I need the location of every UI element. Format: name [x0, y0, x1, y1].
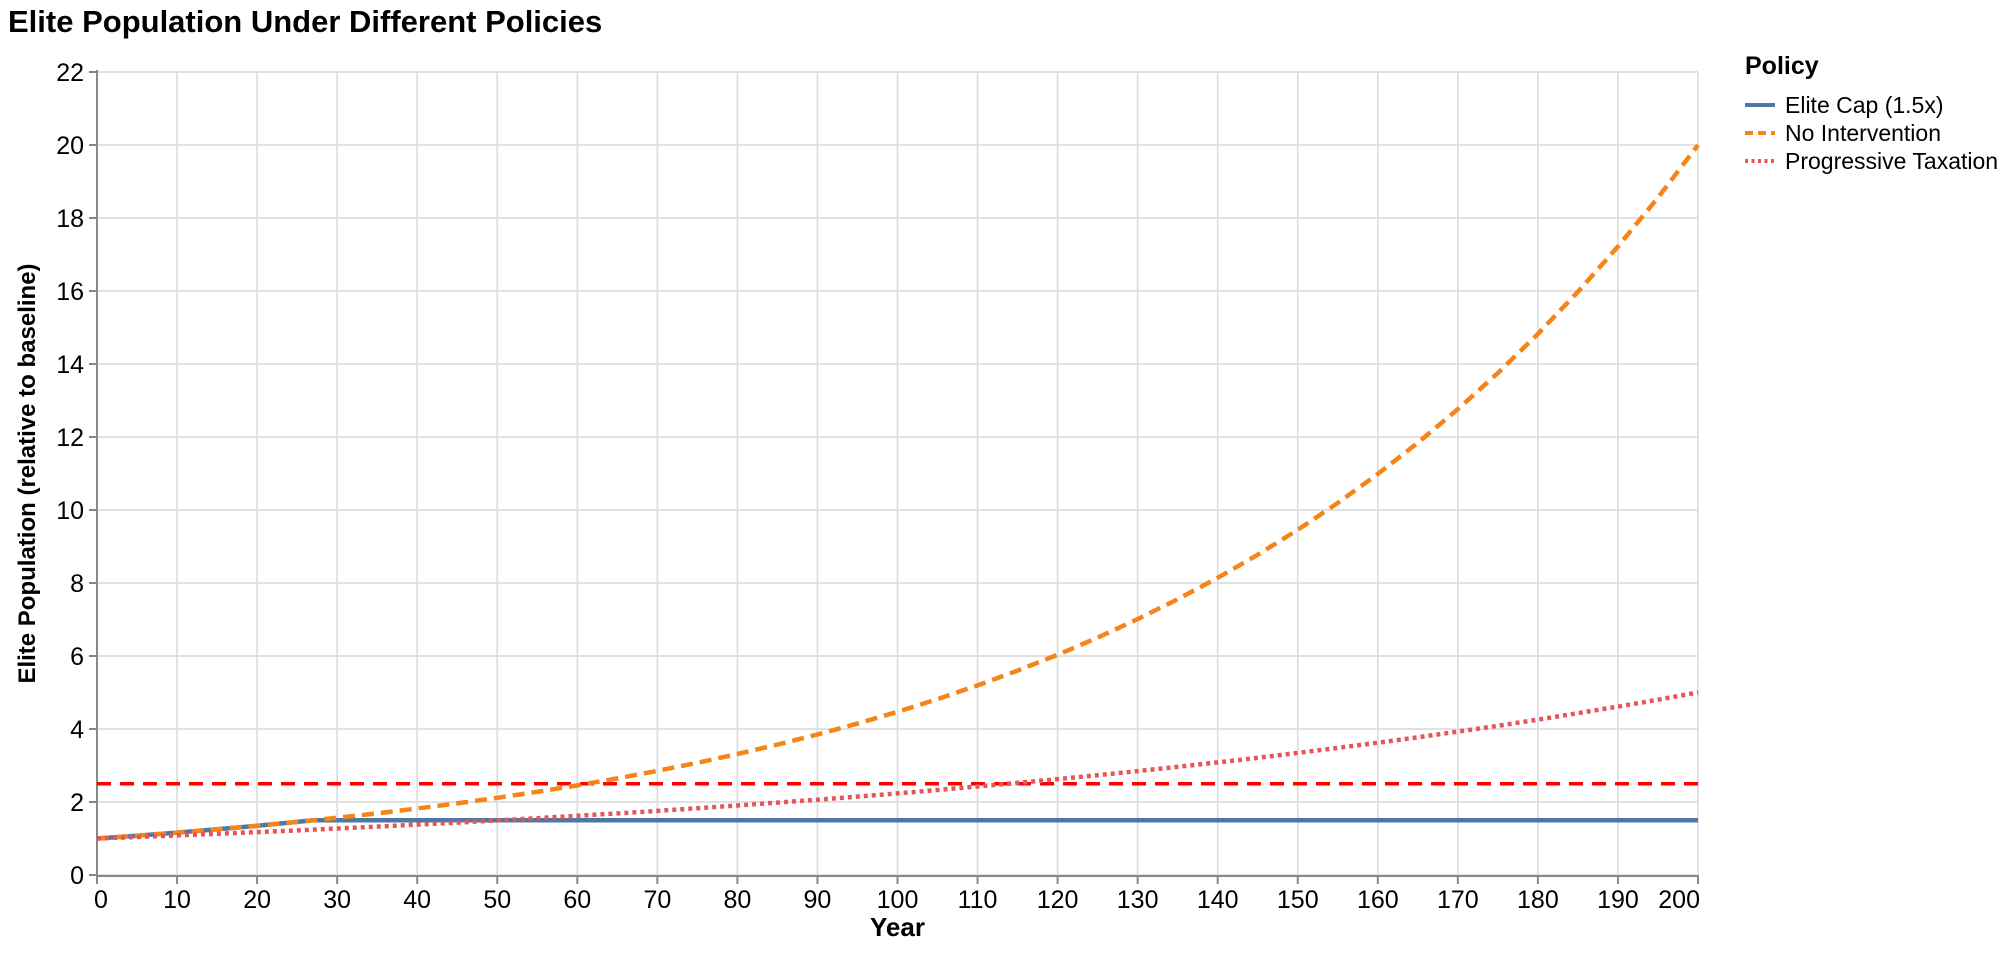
x-tick-label: 170	[1437, 886, 1479, 914]
x-tick-label: 40	[403, 886, 431, 914]
x-tick-label: 180	[1517, 886, 1559, 914]
x-tick-label: 190	[1597, 886, 1639, 914]
y-tick-label: 22	[56, 59, 84, 87]
legend-title: Policy	[1745, 52, 1819, 80]
y-tick-label: 20	[56, 132, 84, 160]
legend-swatch-dotted-line	[1745, 159, 1775, 163]
x-tick-label: 140	[1197, 886, 1239, 914]
legend-label: Progressive Taxation	[1785, 147, 1999, 174]
x-tick-label: 200	[1658, 886, 1700, 914]
legend-label: Elite Cap (1.5x)	[1785, 91, 1944, 118]
series-line-elite-cap-1-5x	[96, 818, 1698, 841]
x-tick-label: 50	[483, 886, 511, 914]
series-line-progressive-taxation	[96, 690, 1699, 841]
x-tick-label: 80	[723, 886, 751, 914]
y-tick-label: 18	[56, 205, 84, 233]
y-tick-label: 14	[56, 351, 84, 379]
x-axis-title: Year	[870, 912, 925, 942]
y-tick-label: 2	[70, 789, 84, 817]
x-tick-label: 10	[163, 886, 191, 914]
series-line-no-intervention	[96, 143, 1700, 841]
y-tick-label: 0	[70, 862, 84, 890]
y-tick-label: 16	[56, 278, 84, 306]
y-tick-label: 6	[70, 643, 84, 671]
x-tick-label: 120	[1037, 886, 1079, 914]
x-tick-label: 150	[1277, 886, 1319, 914]
legend-swatch-solid-line	[1745, 103, 1775, 107]
legend-item-no-intervention: No Intervention	[1745, 119, 1998, 147]
x-tick-label: 100	[877, 886, 919, 914]
x-tick-label: 60	[563, 886, 591, 914]
x-tick-label: 130	[1117, 886, 1159, 914]
y-tick-label: 4	[70, 716, 84, 744]
y-tick-label: 10	[56, 497, 84, 525]
y-tick-label: 8	[70, 570, 84, 598]
legend-item-elite-cap-1-5x: Elite Cap (1.5x)	[1745, 91, 1998, 119]
legend-items: Elite Cap (1.5x) No Intervention Progressi…	[1745, 91, 1998, 175]
x-tick-label: 160	[1357, 886, 1399, 914]
chart-title: Elite Population Under Different Policie…	[8, 4, 603, 39]
x-tick-label: 90	[804, 886, 832, 914]
legend: Policy Elite Cap (1.5x) No Intervention Pr…	[1745, 52, 1998, 175]
x-tick-label: 30	[323, 886, 351, 914]
legend-label: No Intervention	[1785, 119, 1941, 146]
legend-swatch-dashed-line	[1745, 131, 1775, 135]
x-tick-label: 70	[643, 886, 671, 914]
x-tick-label: 0	[94, 886, 108, 914]
y-tick-label: 12	[56, 424, 84, 452]
y-axis-title: Elite Population (relative to baseline)	[14, 263, 41, 684]
legend-item-progressive-taxation: Progressive Taxation	[1745, 147, 1998, 175]
x-tick-label: 20	[243, 886, 271, 914]
x-tick-label: 110	[958, 886, 998, 914]
